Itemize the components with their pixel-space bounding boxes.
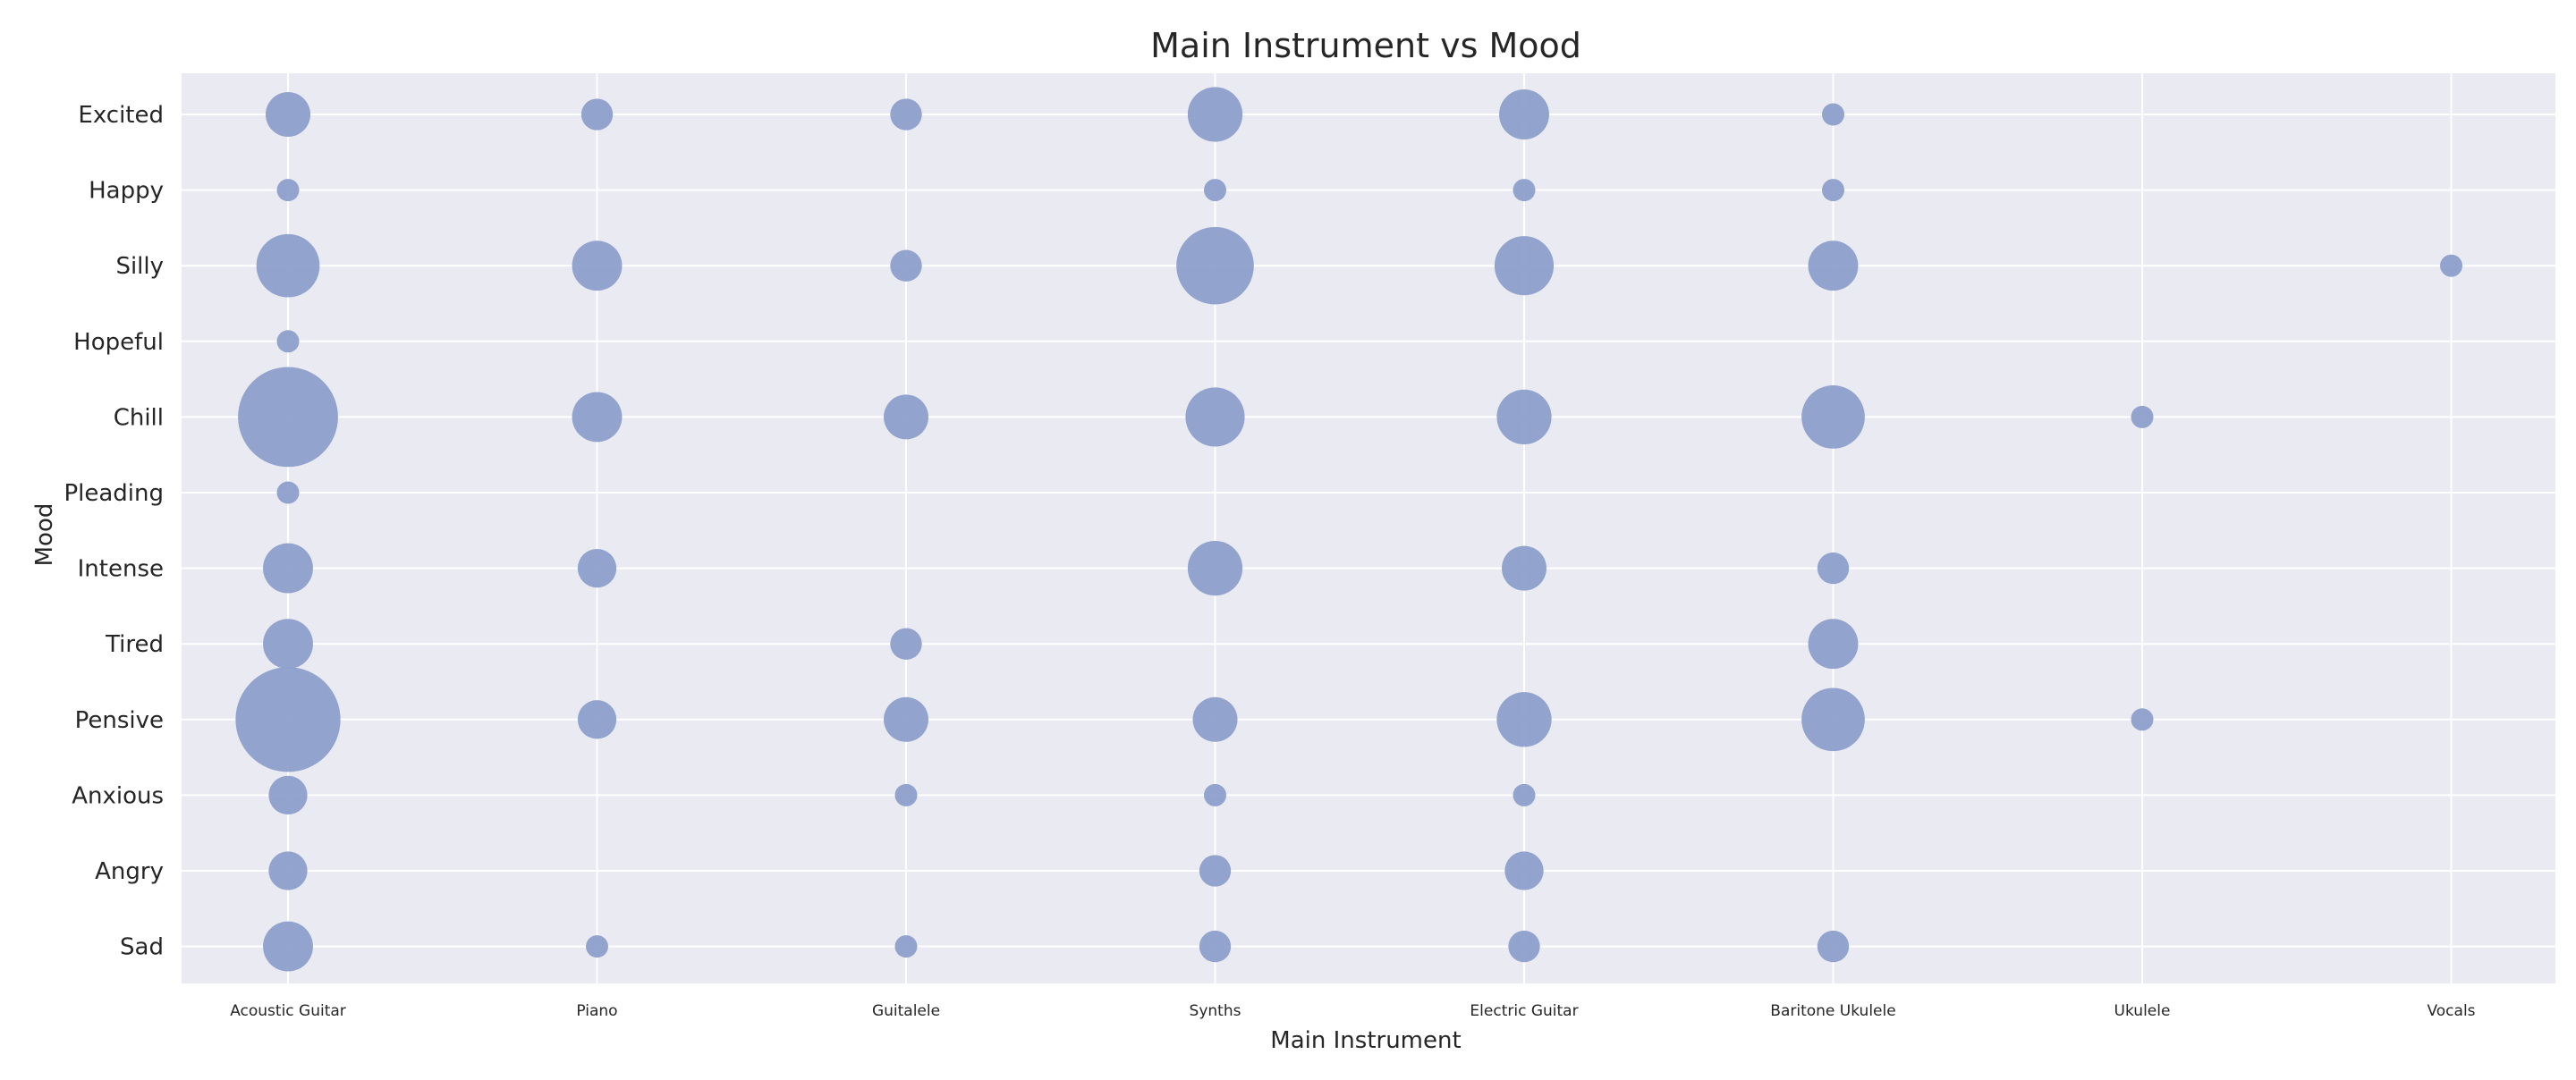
- data-point: [263, 921, 313, 972]
- data-point: [1499, 89, 1549, 139]
- plot-background: [182, 73, 2555, 983]
- data-point: [894, 935, 918, 958]
- data-point: [577, 700, 617, 739]
- chart-title: Main Instrument vs Mood: [1150, 26, 1581, 65]
- data-point: [890, 98, 922, 131]
- data-point: [884, 696, 928, 742]
- data-point: [580, 98, 614, 131]
- data-point: [276, 330, 300, 353]
- data-point: [1176, 226, 1254, 305]
- data-point: [2131, 405, 2154, 428]
- data-point: [1504, 851, 1544, 890]
- x-tick-label: Vocals: [2427, 1002, 2475, 1020]
- y-tick-label: Pleading: [64, 480, 164, 507]
- y-tick-label: Angry: [95, 858, 164, 885]
- data-point: [1204, 783, 1226, 806]
- x-tick-labels: Acoustic Guitar Piano Guitalele Synths Elect…: [230, 1002, 2475, 1020]
- data-point: [577, 548, 617, 588]
- x-tick-label: Ukulele: [2114, 1002, 2171, 1020]
- y-tick-label: Chill: [114, 404, 164, 431]
- y-tick-label: Tired: [105, 631, 164, 658]
- data-point: [1496, 389, 1552, 445]
- data-point: [572, 240, 623, 291]
- x-tick-label: Guitalele: [872, 1002, 940, 1020]
- data-point: [1502, 545, 1546, 591]
- data-point: [1513, 179, 1536, 202]
- data-point: [263, 543, 313, 594]
- y-tick-label: Excited: [78, 102, 164, 129]
- data-point: [884, 394, 928, 440]
- data-point: [1817, 552, 1850, 585]
- data-point: [276, 179, 300, 202]
- y-tick-label: Silly: [115, 253, 164, 280]
- y-tick-label: Happy: [89, 178, 164, 205]
- y-tick-label: Hopeful: [73, 329, 164, 356]
- x-tick-label: Baritone Ukulele: [1770, 1002, 1895, 1020]
- data-point: [1808, 240, 1859, 291]
- data-point: [1494, 236, 1555, 296]
- data-point: [263, 619, 313, 670]
- data-point: [1187, 87, 1243, 142]
- data-point: [238, 367, 338, 468]
- data-point: [1185, 387, 1245, 447]
- data-point: [1817, 930, 1850, 963]
- data-point: [586, 935, 608, 958]
- y-axis-label: Mood: [31, 503, 58, 567]
- data-point: [1508, 930, 1540, 963]
- data-point: [1822, 179, 1844, 202]
- data-point: [1801, 688, 1865, 752]
- data-point: [1808, 619, 1859, 670]
- x-tick-label: Synths: [1190, 1002, 1241, 1020]
- y-tick-label: Intense: [78, 556, 164, 583]
- y-tick-label: Anxious: [72, 782, 164, 809]
- x-axis-label: Main Instrument: [1270, 1027, 1461, 1054]
- data-point: [2440, 254, 2462, 277]
- x-tick-label: Acoustic Guitar: [230, 1002, 346, 1020]
- data-points: [235, 87, 2462, 972]
- y-tick-label: Pensive: [75, 707, 164, 734]
- data-point: [268, 775, 308, 815]
- data-point: [1822, 103, 1844, 126]
- data-point: [572, 392, 623, 443]
- data-point: [268, 851, 308, 890]
- data-point: [1513, 783, 1536, 806]
- x-tick-label: Piano: [576, 1002, 617, 1020]
- data-point: [1199, 855, 1232, 887]
- data-point: [1801, 385, 1865, 449]
- y-tick-labels: Excited Happy Silly Hopeful Chill Pleading Int…: [64, 102, 164, 961]
- data-point: [276, 481, 300, 504]
- data-point: [894, 783, 918, 806]
- data-point: [890, 628, 922, 660]
- data-point: [1187, 540, 1243, 596]
- data-point: [1199, 930, 1232, 963]
- data-point: [235, 667, 341, 772]
- data-point: [2131, 708, 2154, 731]
- data-point: [890, 249, 922, 282]
- data-point: [256, 233, 320, 298]
- data-point: [1204, 179, 1226, 202]
- y-tick-label: Sad: [120, 934, 164, 961]
- data-point: [1496, 692, 1552, 747]
- x-tick-label: Electric Guitar: [1470, 1002, 1578, 1020]
- data-point: [266, 92, 310, 137]
- data-point: [1192, 696, 1238, 742]
